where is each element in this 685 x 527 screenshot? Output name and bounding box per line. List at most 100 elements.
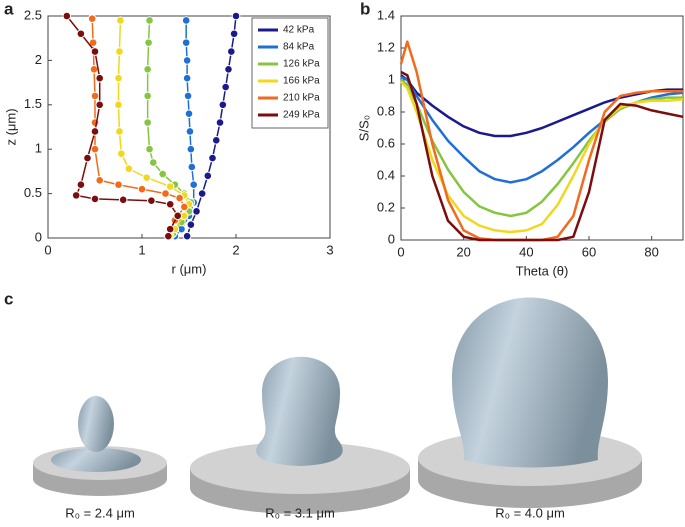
- data-point: [145, 16, 154, 25]
- data-point: [90, 47, 100, 56]
- data-point: [231, 11, 241, 21]
- data-point: [221, 82, 230, 92]
- panel-label: c: [4, 289, 13, 308]
- x-axis-label: Theta (θ): [516, 263, 569, 278]
- data-point: [143, 91, 152, 101]
- data-point: [192, 207, 201, 216]
- x-tick-label: 2: [232, 242, 239, 257]
- panel-label: a: [4, 0, 14, 18]
- data-point: [165, 199, 175, 209]
- data-point: [186, 220, 196, 229]
- data-point: [83, 153, 92, 163]
- data-point: [76, 29, 86, 39]
- x-tick-label: 20: [456, 244, 470, 259]
- data-point: [224, 64, 233, 74]
- legend-label: 210 kPa: [283, 93, 320, 104]
- data-point: [87, 14, 97, 23]
- data-point: [142, 173, 151, 182]
- y-tick-label: 0.2: [377, 199, 395, 214]
- y-axis-label: z (μm): [3, 108, 18, 145]
- legend-label: 42 kPa: [283, 25, 315, 36]
- y-tick-label: 0: [35, 229, 42, 244]
- data-point: [164, 231, 173, 241]
- data-point: [145, 144, 154, 154]
- data-point: [114, 73, 123, 83]
- rendering-medium: [190, 356, 410, 514]
- rendering-large: [418, 297, 642, 508]
- data-point: [89, 64, 99, 74]
- data-point: [143, 118, 152, 127]
- data-point: [147, 196, 156, 206]
- data-point: [165, 224, 175, 234]
- data-point: [88, 38, 98, 47]
- legend-label: 166 kPa: [283, 76, 320, 87]
- y-tick-label: 2: [35, 52, 42, 67]
- data-point: [95, 100, 104, 110]
- legend-label: 249 kPa: [283, 110, 320, 121]
- data-point: [116, 16, 125, 25]
- data-point: [90, 144, 100, 154]
- series-line: [400, 79, 683, 218]
- data-point: [185, 127, 195, 136]
- data-point: [158, 169, 167, 179]
- data-point: [143, 64, 152, 74]
- series-line: [400, 70, 684, 242]
- data-point: [95, 175, 104, 185]
- data-point: [175, 193, 184, 203]
- data-point: [227, 47, 236, 56]
- data-point: [189, 180, 198, 190]
- data-point: [161, 189, 170, 198]
- x-tick-label: 0: [397, 244, 404, 259]
- y-tick-label: 1: [388, 71, 395, 86]
- y-tick-label: 0.6: [377, 135, 395, 150]
- data-point: [182, 231, 192, 241]
- data-point: [197, 189, 207, 198]
- data-point: [115, 127, 124, 136]
- data-point: [76, 180, 86, 190]
- y-axis-label: S/S₀: [356, 115, 371, 141]
- data-point: [180, 202, 189, 212]
- legend-box: [251, 17, 329, 129]
- x-tick-label: 1: [138, 242, 145, 257]
- y-tick-label: 0.5: [24, 185, 42, 200]
- data-point: [208, 153, 217, 163]
- y-tick-label: 1: [35, 141, 42, 156]
- data-point: [183, 91, 193, 101]
- data-point: [182, 56, 192, 65]
- data-point: [124, 164, 134, 174]
- data-point: [90, 127, 100, 136]
- x-tick-label: 60: [582, 244, 596, 259]
- data-point: [95, 73, 104, 83]
- rendering-small: [33, 396, 167, 496]
- data-point: [165, 182, 175, 191]
- y-tick-label: 1.2: [377, 39, 395, 54]
- caption: R₀ = 2.4 μm: [65, 505, 135, 520]
- y-tick-label: 1.5: [24, 96, 42, 111]
- x-tick-label: 3: [326, 242, 333, 257]
- data-point: [137, 184, 147, 194]
- data-point: [187, 162, 197, 172]
- y-tick-label: 2.5: [24, 7, 42, 22]
- data-point: [144, 38, 153, 47]
- data-point: [71, 191, 81, 200]
- data-point: [148, 158, 158, 167]
- data-point: [229, 29, 239, 39]
- x-tick-label: 80: [644, 244, 658, 259]
- series-line: [400, 74, 683, 138]
- data-point: [186, 144, 196, 154]
- data-point: [181, 38, 191, 47]
- x-axis-label: r (μm): [172, 261, 207, 276]
- series-line: [66, 15, 179, 237]
- panel-label: b: [360, 0, 370, 18]
- legend-label: 84 kPa: [283, 42, 315, 53]
- data-point: [181, 16, 191, 25]
- y-tick-label: 1.4: [377, 7, 395, 22]
- data-point: [218, 100, 228, 110]
- data-point: [173, 211, 183, 221]
- data-point: [182, 73, 192, 83]
- series-line: [400, 80, 684, 234]
- data-point: [118, 195, 128, 205]
- data-point: [184, 109, 194, 118]
